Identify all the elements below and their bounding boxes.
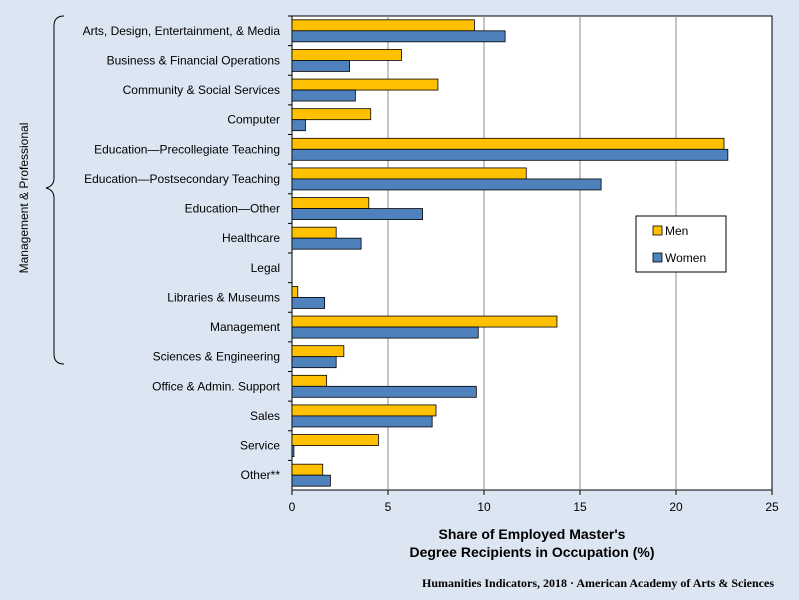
bar-men (291, 226, 337, 239)
bar-women (291, 415, 433, 428)
bar-men (291, 197, 370, 209)
legend-swatch-women (652, 252, 663, 263)
bar-men (291, 286, 299, 298)
category-label: Service (240, 439, 280, 453)
legend-swatch-men (652, 225, 663, 236)
category-label: Education—Other (185, 202, 280, 216)
x-tick-label: 25 (765, 500, 779, 514)
bar-women (291, 178, 602, 191)
bar-women (291, 208, 423, 220)
bar-women (291, 474, 331, 487)
category-label: Computer (227, 113, 280, 127)
bar-men (291, 463, 324, 476)
category-label: Other** (241, 468, 281, 482)
bars (291, 19, 729, 487)
x-tick-label: 20 (669, 500, 683, 514)
category-label: Legal (251, 261, 280, 275)
category-label: Arts, Design, Entertainment, & Media (83, 24, 281, 38)
bar-men (291, 315, 558, 328)
bar-men (291, 345, 345, 358)
bar-women (291, 119, 306, 132)
x-tick-label: 15 (573, 500, 587, 514)
bar-men (291, 19, 475, 32)
bar-women (291, 445, 295, 457)
category-label: Business & Financial Operations (107, 53, 280, 67)
bar-women (291, 30, 506, 43)
bar-men (291, 167, 527, 180)
footer-credit: Humanities Indicators, 2018 · American A… (422, 576, 774, 590)
x-tick-label: 10 (477, 500, 491, 514)
bar-women (291, 326, 479, 339)
x-axis-title-line1: Share of Employed Master's (439, 526, 626, 542)
group-bracket (45, 15, 65, 365)
bar-men (291, 137, 725, 150)
x-ticks: 0 5 10 15 20 25 (289, 490, 779, 514)
x-tick-label: 5 (385, 500, 392, 514)
x-tick-label: 0 (289, 500, 296, 514)
category-label: Office & Admin. Support (152, 379, 281, 393)
category-label: Healthcare (222, 231, 280, 245)
bar-women (291, 148, 729, 161)
bar-women (291, 89, 356, 102)
category-label: Education—Postsecondary Teaching (84, 172, 280, 186)
bar-women (291, 297, 326, 309)
bar-men (291, 434, 379, 446)
bar-women (291, 60, 350, 72)
x-axis-title-line2: Degree Recipients in Occupation (%) (409, 544, 654, 560)
legend-label-men: Men (665, 224, 688, 238)
bar-men (291, 49, 402, 61)
category-label: Community & Social Services (123, 83, 280, 97)
bar-women (291, 237, 362, 250)
bar-women (291, 356, 337, 369)
bar-men (291, 108, 372, 121)
legend: Men Women (635, 215, 727, 273)
bar-men (291, 374, 327, 387)
category-label: Management (210, 320, 281, 334)
category-label: Education—Precollegiate Teaching (94, 142, 280, 156)
bar-men (291, 404, 437, 417)
category-label: Sciences & Engineering (153, 350, 280, 364)
category-label: Sales (250, 409, 280, 423)
bar-men (291, 78, 439, 91)
legend-label-women: Women (665, 251, 706, 265)
category-labels: Arts, Design, Entertainment, & Media Busi… (83, 15, 292, 482)
group-label: Management & Professional (17, 123, 31, 274)
category-label: Libraries & Museums (167, 290, 280, 304)
bar-women (291, 385, 477, 398)
